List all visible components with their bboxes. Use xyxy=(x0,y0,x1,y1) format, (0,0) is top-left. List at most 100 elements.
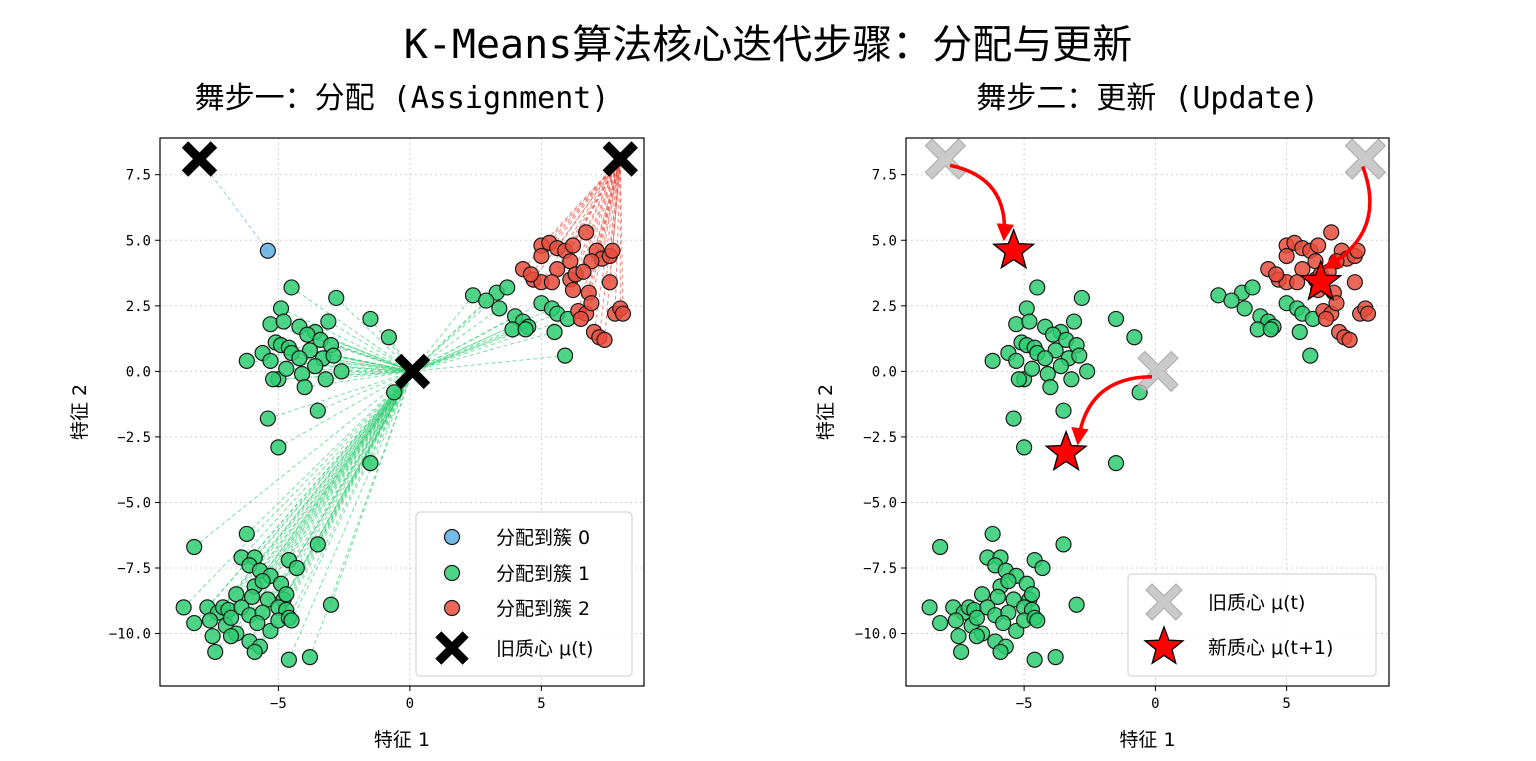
old-centroid-1 xyxy=(1137,350,1179,393)
legend-marker-old-centroid xyxy=(435,631,469,665)
assignment-line-cluster-1 xyxy=(315,365,413,372)
y-tick-label: −10.0 xyxy=(855,627,897,643)
assignment-line-cluster-1 xyxy=(280,307,413,372)
assignment-line-cluster-1 xyxy=(277,371,413,621)
point-cluster-1 xyxy=(1302,347,1319,364)
point-cluster-1 xyxy=(1005,410,1022,427)
assignment-line-cluster-2 xyxy=(585,158,621,314)
point-cluster-1 xyxy=(1034,559,1051,577)
assignment-line-cluster-2 xyxy=(583,158,621,272)
point-cluster-2 xyxy=(604,242,621,259)
point-cluster-1 xyxy=(201,612,219,629)
x-tick-label: −5 xyxy=(1016,696,1033,712)
old-centroid-2 xyxy=(1344,138,1387,180)
y-tick-label: −5.0 xyxy=(117,495,151,511)
legend: 分配到簇 0 分配到簇 1 分配到簇 2 旧质心 μ(t) xyxy=(415,511,633,677)
assignment-line-cluster-1 xyxy=(288,371,413,619)
point-cluster-1 xyxy=(984,525,1001,543)
point-cluster-1 xyxy=(1223,292,1240,309)
point-cluster-1 xyxy=(921,599,938,616)
assignment-line-cluster-1 xyxy=(291,287,413,372)
y-tick-label: 0.0 xyxy=(872,364,897,380)
point-cluster-2 xyxy=(1341,331,1358,348)
old-centroid-0 xyxy=(181,141,218,177)
assignment-line-cluster-1 xyxy=(235,371,413,595)
point-cluster-2 xyxy=(596,331,613,348)
point-cluster-1 xyxy=(186,538,203,556)
points-layer xyxy=(921,138,1387,668)
assignment-line-cluster-1 xyxy=(317,370,413,412)
point-cluster-1 xyxy=(275,313,292,330)
point-cluster-2 xyxy=(1289,274,1306,291)
point-cluster-1 xyxy=(1107,310,1125,328)
assignment-line-cluster-1 xyxy=(412,292,498,372)
point-cluster-1 xyxy=(1018,300,1035,317)
point-cluster-1 xyxy=(1023,586,1041,603)
point-cluster-1 xyxy=(491,300,508,317)
assignment-line-cluster-1 xyxy=(412,355,566,372)
point-cluster-1 xyxy=(296,378,313,396)
assignment-line-cluster-1 xyxy=(193,370,413,548)
point-cluster-1 xyxy=(328,289,345,307)
x-tick-label: 5 xyxy=(537,696,545,712)
plot-frame xyxy=(159,137,645,687)
assignment-line-cluster-1 xyxy=(288,371,413,561)
x-tick-label: −5 xyxy=(270,696,287,712)
point-cluster-1 xyxy=(1029,279,1046,296)
y-tick-label: −2.5 xyxy=(117,430,151,446)
point-cluster-2 xyxy=(564,281,582,299)
point-cluster-1 xyxy=(238,352,255,369)
point-cluster-1 xyxy=(307,358,324,375)
assignment-line-cluster-2 xyxy=(619,158,624,314)
point-cluster-1 xyxy=(322,596,340,613)
point-cluster-2 xyxy=(522,266,539,283)
y-tick-label: −5.0 xyxy=(863,495,897,511)
point-cluster-1 xyxy=(238,525,255,543)
assignment-line-cluster-1 xyxy=(330,344,413,372)
panel-title: 舞步一：分配 (Assignment) xyxy=(195,81,610,116)
assignment-line-cluster-1 xyxy=(193,371,413,624)
point-cluster-1 xyxy=(362,455,379,472)
point-cluster-1 xyxy=(1073,289,1090,307)
y-tick-label: 5.0 xyxy=(872,233,897,249)
assignment-line-cluster-2 xyxy=(569,158,621,280)
assignment-line-cluster-1 xyxy=(335,297,413,372)
assignment-line-cluster-1 xyxy=(291,371,413,621)
y-tick-label: 2.5 xyxy=(126,299,151,315)
assignment-line-cluster-1 xyxy=(309,371,413,658)
assignment-line-cluster-1 xyxy=(328,321,413,372)
assignment-line-cluster-1 xyxy=(278,370,413,448)
point-cluster-1 xyxy=(301,649,319,666)
assignment-line-cluster-2 xyxy=(609,158,621,257)
y-tick-label: 2.5 xyxy=(872,299,897,315)
assignment-line-cluster-2 xyxy=(604,158,621,340)
point-cluster-1 xyxy=(262,352,279,369)
point-cluster-1 xyxy=(254,573,271,590)
y-tick-label: −10.0 xyxy=(109,627,151,643)
centroid-move-arrow-1 xyxy=(1071,374,1153,446)
assignment-line-cluster-1 xyxy=(275,342,413,372)
centroid-move-arrow-0 xyxy=(949,163,1014,242)
old-centroid-1 xyxy=(394,353,431,390)
point-cluster-1 xyxy=(1039,365,1056,383)
point-cluster-1 xyxy=(499,279,516,296)
point-cluster-1 xyxy=(280,651,297,668)
point-cluster-1 xyxy=(1079,363,1096,380)
legend-marker-old-centroid xyxy=(1145,583,1183,621)
panel-title: 舞步二：更新 (Update) xyxy=(976,81,1319,116)
legend-marker-cluster-0 xyxy=(443,528,461,546)
point-cluster-1 xyxy=(1063,371,1080,388)
point-cluster-1 xyxy=(243,588,261,605)
point-cluster-2 xyxy=(575,263,592,280)
point-cluster-1 xyxy=(288,559,305,577)
point-cluster-1 xyxy=(950,628,967,645)
point-cluster-1 xyxy=(262,316,279,333)
point-cluster-1 xyxy=(309,536,326,553)
point-cluster-1 xyxy=(325,347,342,364)
assignment-line-cluster-1 xyxy=(183,371,413,608)
figure-suptitle: K-Means算法核心迭代步骤：分配与更新 xyxy=(404,22,1133,68)
assignment-line-cluster-1 xyxy=(241,371,413,558)
assignment-line-cluster-1 xyxy=(285,371,413,611)
point-cluster-1 xyxy=(1016,439,1033,456)
